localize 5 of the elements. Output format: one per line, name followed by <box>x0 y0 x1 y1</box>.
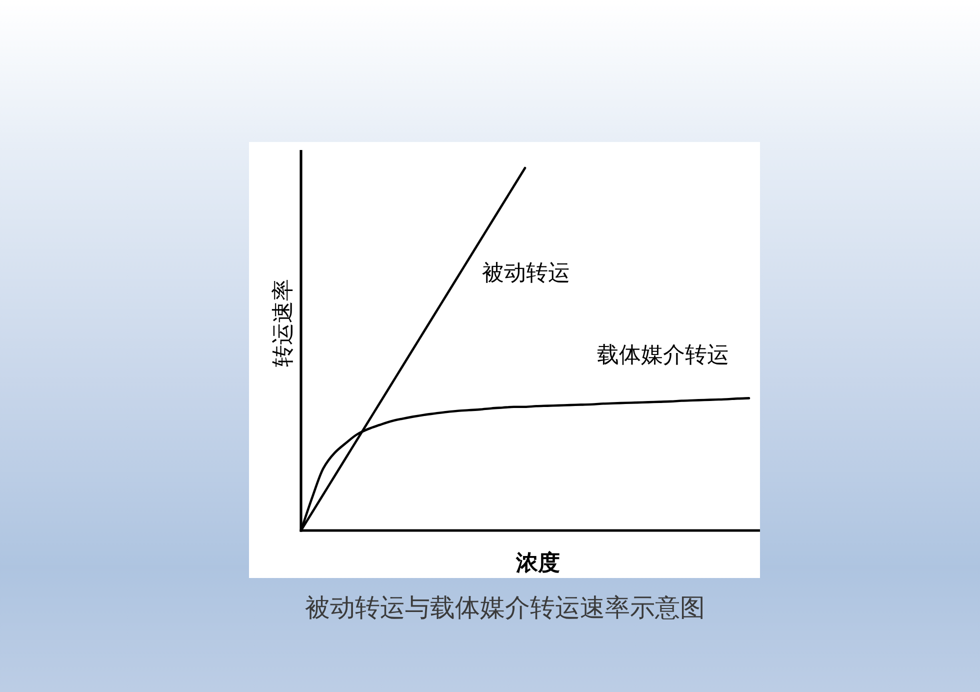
y-axis-title: 转运速率 <box>270 279 295 367</box>
series-label: 载体媒介转运 <box>597 342 729 367</box>
text: 被动转运与载体媒介转运速率示意图 <box>305 594 705 622</box>
x-axis-title: 浓度 <box>515 550 560 575</box>
series-label: 被动转运 <box>482 260 570 285</box>
